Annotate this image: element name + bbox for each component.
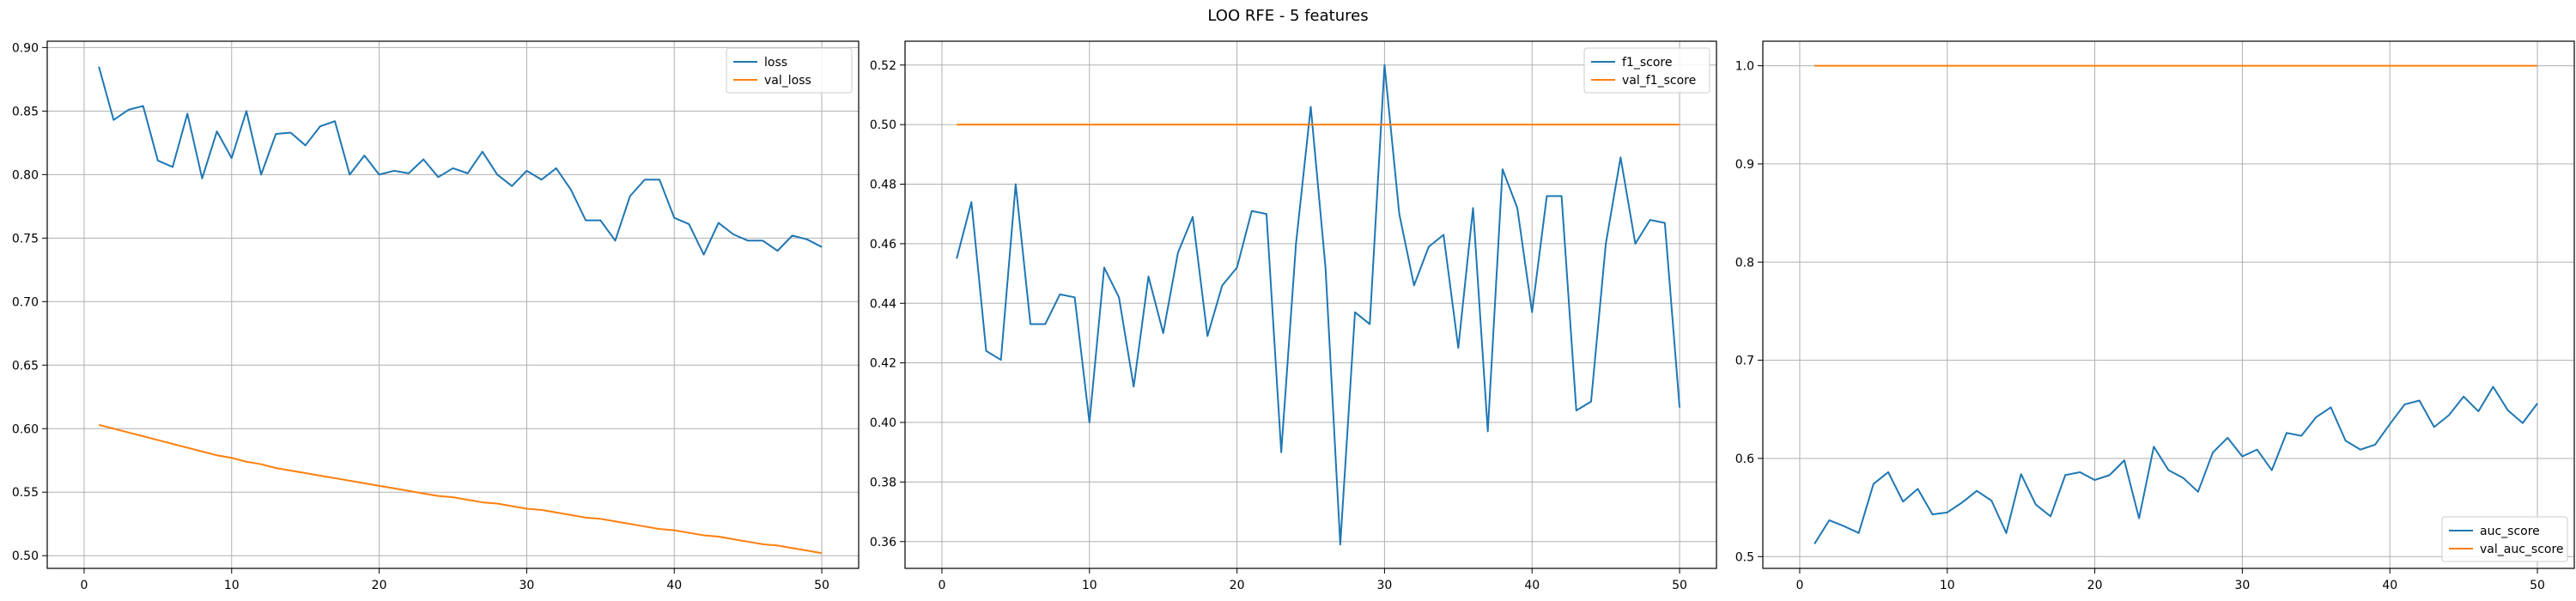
auc-panel-series-auc-score-line: [1814, 385, 2538, 544]
loss-panel-legend: loss val_loss: [726, 47, 853, 94]
f1-panel-y-tick-label: 0.38: [870, 476, 896, 489]
loss-panel-y-tick-label: 0.65: [12, 359, 39, 373]
loss-panel-x-tick-label: 50: [814, 579, 829, 592]
auc-panel-legend: auc_score val_auc_score: [2441, 516, 2568, 562]
f1-panel-x-tick-label: 40: [1524, 579, 1540, 592]
f1-panel-y-tick-label: 0.40: [870, 416, 896, 430]
loss-panel-y-tick-label: 0.85: [12, 105, 39, 118]
f1-panel-x-tick-label: 20: [1230, 579, 1245, 592]
f1-panel-legend-label-val-f1-score: val_f1_score: [1622, 74, 1696, 88]
figure-title: LOO RFE - 5 features: [1207, 7, 1369, 25]
auc-panel-y-tick-label: 0.8: [1735, 256, 1754, 270]
loss-panel-x-tick-label: 30: [519, 579, 534, 592]
auc-panel-x-tick-label: 50: [2530, 579, 2545, 592]
loss-panel-x-tick-label: 20: [372, 579, 387, 592]
auc-panel-x-tick-label: 20: [2087, 579, 2103, 592]
f1-panel-x-tick-label: 10: [1082, 579, 1097, 592]
auc-panel-legend-box: [2441, 516, 2568, 562]
loss-panel-legend-box: [726, 47, 853, 94]
auc-panel-frame: [1762, 40, 2575, 569]
auc-panel-y-tick-label: 0.6: [1735, 452, 1754, 466]
f1-panel-y-tick-label: 0.42: [870, 357, 896, 371]
loss-panel-axes: 0 10 20 30 40 50 0.50 0.55 0.60 0.65 0.70 0.75 0.80 0…: [12, 40, 860, 592]
f1-panel-frame: [904, 40, 1717, 569]
f1-panel-x-tick-label: 50: [1672, 579, 1687, 592]
auc-panel-y-tick-label: 0.7: [1735, 355, 1754, 368]
f1-panel-y-tick-label: 0.52: [870, 59, 896, 73]
loss-panel-y-tick-label: 0.80: [12, 168, 39, 182]
f1-panel-y-tick-label: 0.36: [870, 536, 896, 549]
f1-panel-y-tick-label: 0.44: [870, 297, 896, 311]
f1-panel-legend-label-f1-score: f1_score: [1622, 56, 1672, 70]
auc-panel-axes: 0 10 20 30 40 50 0.5 0.6 0.7 0.8 0.9 1.0 auc_scoreva…: [1735, 40, 2575, 592]
f1-panel-axes: 0 10 20 30 40 50 0.36 0.38 0.40 0.42 0.44 0.46 0.48 0…: [870, 40, 1717, 592]
auc-panel-legend-label-val-auc-score: val_auc_score: [2480, 543, 2564, 556]
f1-panel-legend: f1_score val_f1_score: [1583, 47, 1710, 94]
loss-panel-y-tick-label: 0.70: [12, 295, 39, 309]
loss-panel-frame: [46, 40, 860, 569]
loss-panel-legend-label-loss: loss: [764, 56, 787, 70]
auc-panel-y-tick-label: 1.0: [1735, 60, 1754, 74]
loss-panel-y-tick-label: 0.75: [12, 232, 39, 246]
auc-panel-legend-label-auc-score: auc_score: [2480, 525, 2540, 538]
auc-panel-y-tick-label: 0.5: [1735, 550, 1754, 564]
loss-panel-series-loss-line: [98, 66, 823, 256]
auc-panel-x-tick-label: 10: [1940, 579, 1955, 592]
auc-panel-x-tick-label: 40: [2382, 579, 2397, 592]
auc-panel-x-tick-label: 30: [2234, 579, 2250, 592]
f1-panel-legend-box: [1583, 47, 1710, 94]
auc-panel-x-tick-label: 0: [1795, 579, 1803, 592]
auc-panel-y-tick-label: 0.9: [1735, 158, 1754, 172]
loss-panel-x-tick-label: 10: [224, 579, 240, 592]
loss-panel-y-tick-label: 0.50: [12, 549, 39, 563]
loss-panel-series-val-loss-line: [98, 423, 823, 555]
f1-panel-x-tick-label: 0: [938, 579, 945, 592]
f1-panel-x-tick-label: 30: [1376, 579, 1392, 592]
loss-panel-y-tick-label: 0.55: [12, 486, 39, 500]
f1-panel-y-tick-label: 0.50: [870, 118, 896, 132]
loss-panel-y-tick-label: 0.90: [12, 41, 39, 55]
loss-panel-y-tick-label: 0.60: [12, 422, 39, 436]
f1-panel-y-tick-label: 0.46: [870, 238, 896, 252]
f1-panel-series-f1-score-line: [956, 64, 1681, 546]
loss-panel-legend-label-val-loss: val_loss: [764, 74, 811, 88]
loss-panel-x-tick-label: 0: [80, 579, 88, 592]
loss-panel-x-tick-label: 40: [666, 579, 682, 592]
f1-panel-y-tick-label: 0.48: [870, 179, 896, 192]
